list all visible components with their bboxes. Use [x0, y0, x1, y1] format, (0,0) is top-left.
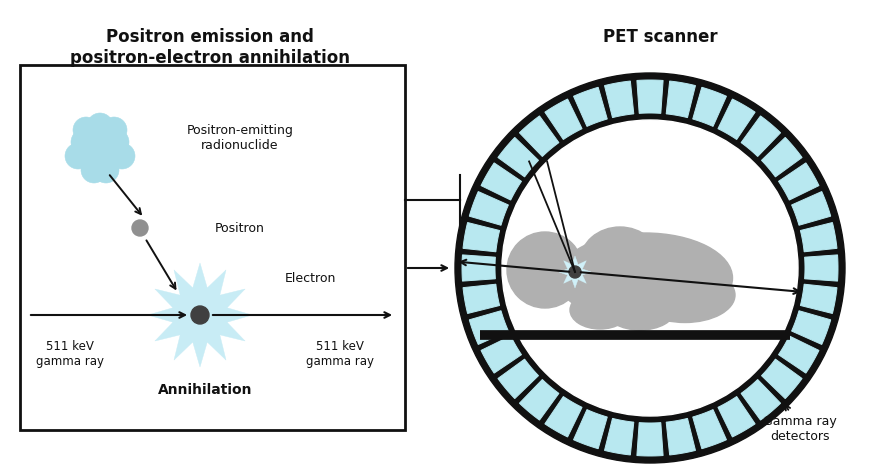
Circle shape [95, 148, 121, 174]
Circle shape [502, 120, 797, 416]
Ellipse shape [556, 250, 587, 295]
Polygon shape [604, 81, 633, 118]
Polygon shape [481, 336, 521, 373]
Circle shape [79, 148, 105, 174]
Polygon shape [803, 255, 837, 281]
Polygon shape [717, 99, 754, 140]
Polygon shape [559, 256, 590, 288]
Polygon shape [760, 137, 802, 177]
Text: LOR: LOR [660, 252, 684, 264]
Polygon shape [462, 222, 499, 252]
Polygon shape [573, 87, 607, 126]
Circle shape [103, 129, 129, 155]
Polygon shape [778, 336, 818, 373]
Text: Annihilation: Annihilation [158, 383, 252, 397]
Polygon shape [692, 87, 725, 126]
Text: Electron: Electron [284, 271, 335, 285]
Circle shape [81, 157, 107, 183]
Polygon shape [497, 137, 538, 177]
Circle shape [65, 143, 91, 169]
Polygon shape [481, 163, 521, 200]
Ellipse shape [634, 268, 734, 322]
Polygon shape [760, 359, 802, 398]
Polygon shape [519, 116, 559, 157]
Ellipse shape [557, 233, 731, 323]
Polygon shape [497, 359, 538, 398]
Polygon shape [573, 410, 607, 449]
Text: Positron emission and
positron-electron annihilation: Positron emission and positron-electron … [70, 28, 350, 67]
Polygon shape [740, 379, 780, 420]
Circle shape [454, 73, 844, 463]
Text: Positron-emitting
radionuclide: Positron-emitting radionuclide [186, 124, 293, 152]
Polygon shape [519, 379, 559, 420]
Circle shape [93, 157, 119, 183]
Polygon shape [636, 422, 662, 456]
Polygon shape [692, 410, 725, 449]
Polygon shape [461, 255, 495, 281]
Polygon shape [800, 284, 836, 313]
Polygon shape [800, 222, 836, 252]
Text: Positron: Positron [215, 221, 265, 235]
Circle shape [568, 266, 581, 278]
Circle shape [191, 306, 209, 324]
Circle shape [73, 117, 99, 143]
Polygon shape [468, 311, 508, 345]
Polygon shape [545, 99, 581, 140]
Polygon shape [791, 192, 830, 225]
Polygon shape [462, 284, 499, 313]
Circle shape [71, 129, 96, 155]
Circle shape [132, 220, 148, 236]
Polygon shape [791, 311, 830, 345]
Ellipse shape [604, 290, 674, 330]
Polygon shape [717, 396, 754, 437]
Text: 511 keV
gamma ray: 511 keV gamma ray [306, 340, 374, 368]
Ellipse shape [569, 291, 630, 329]
Circle shape [506, 232, 582, 308]
Text: Gamma ray
detectors: Gamma ray detectors [762, 405, 836, 443]
Polygon shape [545, 396, 581, 437]
Circle shape [87, 135, 113, 161]
Polygon shape [740, 116, 780, 157]
Text: PET scanner: PET scanner [602, 28, 717, 46]
Polygon shape [148, 263, 252, 367]
Circle shape [101, 117, 127, 143]
Polygon shape [604, 418, 633, 455]
Polygon shape [778, 163, 818, 200]
Ellipse shape [580, 227, 660, 297]
Circle shape [109, 143, 135, 169]
Polygon shape [666, 418, 695, 455]
FancyBboxPatch shape [20, 65, 404, 430]
Polygon shape [636, 80, 662, 113]
Polygon shape [468, 192, 508, 225]
Circle shape [87, 113, 113, 139]
Text: 511 keV
gamma ray: 511 keV gamma ray [36, 340, 103, 368]
Polygon shape [666, 81, 695, 118]
